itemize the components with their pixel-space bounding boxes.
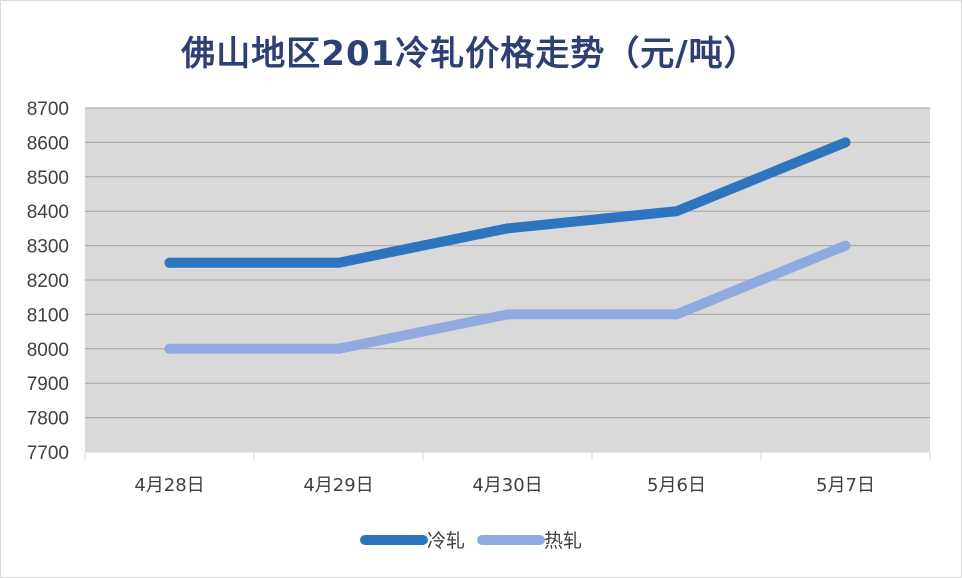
y-tick-label: 8100 [27,305,69,326]
data-point [164,343,175,354]
series-layer [164,137,851,354]
y-tick-label: 7700 [27,443,69,464]
data-point [671,206,682,217]
legend-label: 热轧 [544,530,582,552]
legend: 冷轧 热轧 [360,530,582,552]
y-tick-label: 8500 [27,168,69,189]
data-point [840,240,851,251]
x-axis: 4月28日 4月29日 4月30日 5月6日 5月7日 [84,451,931,496]
x-tick-label: 4月29日 [303,475,373,496]
y-tick-label: 8200 [27,271,69,292]
y-tick-label: 7900 [27,374,69,395]
x-tick-label: 5月6日 [647,475,706,496]
y-axis: 7700 7800 7900 8000 8100 8200 8300 8400 8500 8600… [27,99,69,464]
y-tick-label: 8300 [27,237,69,258]
data-point [164,257,175,268]
data-point [333,343,344,354]
data-point [502,309,513,320]
x-tick-label: 5月7日 [816,475,875,496]
y-tick-label: 8000 [27,340,69,361]
y-tick-label: 8400 [27,202,69,223]
chart-title: 佛山地区201冷轧价格走势（元/吨） [181,34,759,74]
data-point [502,223,513,234]
y-tick-label: 8600 [27,133,69,154]
x-tick-label: 4月28日 [134,475,204,496]
y-tick-label: 7800 [27,409,69,430]
y-tick-label: 8700 [27,99,69,120]
x-tick-label: 4月30日 [472,475,542,496]
legend-label: 冷轧 [427,530,465,552]
data-point [671,309,682,320]
data-point [840,137,851,148]
data-point [333,257,344,268]
